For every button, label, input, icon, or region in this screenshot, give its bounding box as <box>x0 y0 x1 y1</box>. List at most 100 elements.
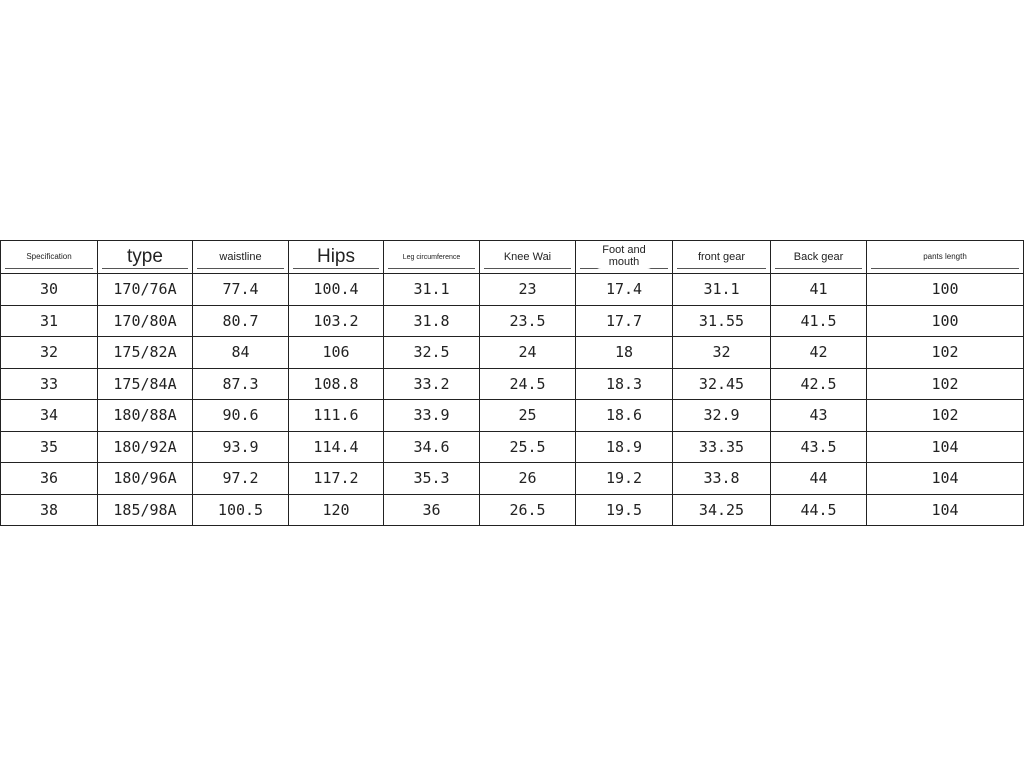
table-cell: 18.9 <box>575 430 673 463</box>
column-header-label: Leg circumference <box>396 254 467 262</box>
table-cell: 38 <box>0 493 98 526</box>
table-cell: 90.6 <box>192 399 289 432</box>
column-header: type <box>97 240 193 274</box>
table-cell: 106 <box>288 336 384 369</box>
table-cell: 31.1 <box>383 273 480 306</box>
table-cell: 19.2 <box>575 462 673 495</box>
table-cell: 32.45 <box>672 367 771 400</box>
table-cell: 33.9 <box>383 399 480 432</box>
table-cell: 18.6 <box>575 399 673 432</box>
table-cell: 34.6 <box>383 430 480 463</box>
table-cell: 17.4 <box>575 273 673 306</box>
table-cell: 100.5 <box>192 493 289 526</box>
table-cell: 185/98A <box>97 493 193 526</box>
table-cell: 42.5 <box>770 367 867 400</box>
column-header-label: front gear <box>691 251 752 264</box>
table-cell: 102 <box>866 336 1024 369</box>
table-cell: 36 <box>0 462 98 495</box>
table-cell: 33.35 <box>672 430 771 463</box>
table-cell: 33 <box>0 367 98 400</box>
table-cell: 26.5 <box>479 493 576 526</box>
table-cell: 34 <box>0 399 98 432</box>
table-row: 30 170/76A 77.4 100.4 31.1 23 17.4 31.1 41 100 <box>0 273 1024 306</box>
table-cell: 23 <box>479 273 576 306</box>
table-cell: 87.3 <box>192 367 289 400</box>
column-header: Specification <box>0 240 98 274</box>
table-cell: 25 <box>479 399 576 432</box>
table-cell: 31.8 <box>383 304 480 337</box>
table-row: 31 170/80A 80.7 103.2 31.8 23.5 17.7 31.55 41.5 1… <box>0 304 1024 337</box>
table-row: 38 185/98A 100.5 120 36 26.5 19.5 34.25 44.5 104 <box>0 493 1024 526</box>
column-header: Foot and mouth <box>575 240 673 274</box>
table-cell: 18.3 <box>575 367 673 400</box>
table-cell: 175/84A <box>97 367 193 400</box>
table-cell: 32.9 <box>672 399 771 432</box>
table-cell: 25.5 <box>479 430 576 463</box>
table-cell: 24 <box>479 336 576 369</box>
column-header-label: Foot and mouth <box>593 245 655 269</box>
table-cell: 43 <box>770 399 867 432</box>
table-cell: 18 <box>575 336 673 369</box>
table-row: 33 175/84A 87.3 108.8 33.2 24.5 18.3 32.45 42.5 1… <box>0 367 1024 400</box>
table-cell: 31 <box>0 304 98 337</box>
table-row: 35 180/92A 93.9 114.4 34.6 25.5 18.9 33.35 43.5 1… <box>0 430 1024 463</box>
column-header-label: Knee Wai <box>497 251 558 264</box>
column-header: Back gear <box>770 240 867 274</box>
column-header-label: waistline <box>213 251 268 264</box>
column-header-label: Back gear <box>787 251 850 264</box>
table-cell: 170/80A <box>97 304 193 337</box>
table-row: 34 180/88A 90.6 111.6 33.9 25 18.6 32.9 43 102 <box>0 399 1024 432</box>
table-cell: 100 <box>866 273 1024 306</box>
table-cell: 111.6 <box>288 399 384 432</box>
table-cell: 32 <box>672 336 771 369</box>
table-cell: 180/92A <box>97 430 193 463</box>
table-cell: 34.25 <box>672 493 771 526</box>
table-row: 36 180/96A 97.2 117.2 35.3 26 19.2 33.8 44 104 <box>0 462 1024 495</box>
column-header: Leg circumference <box>383 240 480 274</box>
table-cell: 104 <box>866 430 1024 463</box>
table-cell: 100.4 <box>288 273 384 306</box>
table-cell: 35 <box>0 430 98 463</box>
table-cell: 114.4 <box>288 430 384 463</box>
table-cell: 93.9 <box>192 430 289 463</box>
table-cell: 32.5 <box>383 336 480 369</box>
table-cell: 104 <box>866 462 1024 495</box>
table-cell: 180/96A <box>97 462 193 495</box>
table-cell: 24.5 <box>479 367 576 400</box>
column-header-label: type <box>121 247 169 267</box>
table-cell: 23.5 <box>479 304 576 337</box>
table-cell: 117.2 <box>288 462 384 495</box>
table-cell: 100 <box>866 304 1024 337</box>
column-header: waistline <box>192 240 289 274</box>
table-cell: 26 <box>479 462 576 495</box>
table-cell: 30 <box>0 273 98 306</box>
table-cell: 104 <box>866 493 1024 526</box>
table-cell: 33.2 <box>383 367 480 400</box>
table-cell: 44 <box>770 462 867 495</box>
table-cell: 97.2 <box>192 462 289 495</box>
table-cell: 120 <box>288 493 384 526</box>
table-cell: 41.5 <box>770 304 867 337</box>
table-cell: 32 <box>0 336 98 369</box>
table-cell: 103.2 <box>288 304 384 337</box>
table-cell: 77.4 <box>192 273 289 306</box>
table-cell: 44.5 <box>770 493 867 526</box>
table-cell: 19.5 <box>575 493 673 526</box>
column-header-label: pants length <box>917 252 973 262</box>
table-cell: 31.55 <box>672 304 771 337</box>
table-cell: 102 <box>866 367 1024 400</box>
table-cell: 102 <box>866 399 1024 432</box>
header-row: Specification type waistline Hips Leg circum… <box>0 240 1024 274</box>
table-cell: 170/76A <box>97 273 193 306</box>
table-cell: 41 <box>770 273 867 306</box>
table-cell: 36 <box>383 493 480 526</box>
table-cell: 180/88A <box>97 399 193 432</box>
column-header: Hips <box>288 240 384 274</box>
table-cell: 108.8 <box>288 367 384 400</box>
table-cell: 33.8 <box>672 462 771 495</box>
table-cell: 43.5 <box>770 430 867 463</box>
table-cell: 84 <box>192 336 289 369</box>
column-header-label: Hips <box>310 247 361 267</box>
column-header: pants length <box>866 240 1024 274</box>
size-chart-table: Specification type waistline Hips Leg circum… <box>0 240 1024 526</box>
